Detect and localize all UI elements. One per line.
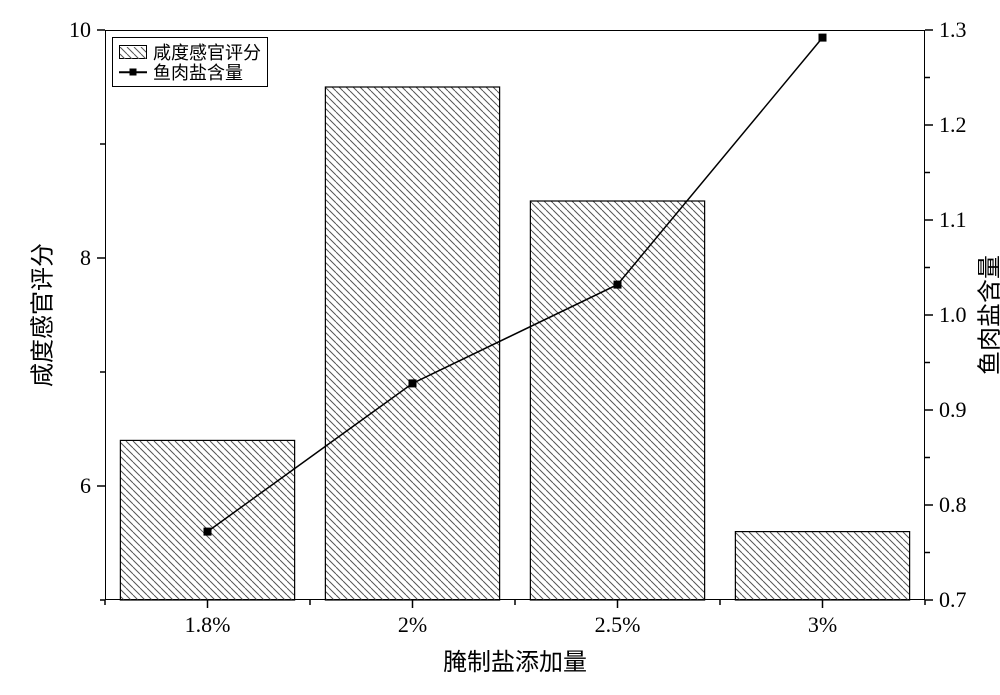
legend-swatch-bar xyxy=(119,45,147,59)
y-left-tick-label: 6 xyxy=(80,473,91,499)
y-right-tick-label: 1.1 xyxy=(939,207,967,233)
y-right-tick-label: 1.0 xyxy=(939,302,967,328)
y-right-tick-label: 1.3 xyxy=(939,17,967,43)
y-right-tick-label: 0.8 xyxy=(939,492,967,518)
y-right-tick-label: 1.2 xyxy=(939,112,967,138)
y-left-tick-label: 8 xyxy=(80,245,91,271)
chart-container: 6 8 10 0.7 0.8 0.9 1.0 1.1 1.2 1.3 1.8% 2% 2.5% 3% 咸度感… xyxy=(0,0,1000,695)
legend-label: 鱼肉盐含量 xyxy=(153,59,243,85)
legend: 咸度感官评分鱼肉盐含量 xyxy=(112,37,268,87)
x-tick-label: 2% xyxy=(398,612,427,638)
legend-swatch-line xyxy=(119,65,147,79)
x-tick-label: 3% xyxy=(808,612,837,638)
legend-item: 鱼肉盐含量 xyxy=(119,62,261,82)
plot-area xyxy=(105,30,925,600)
y-left-title: 咸度感官评分 xyxy=(23,243,58,387)
y-right-tick-label: 0.9 xyxy=(939,397,967,423)
y-right-tick-label: 0.7 xyxy=(939,587,967,613)
y-right-title: 鱼肉盐含量 xyxy=(970,255,1000,375)
x-tick-label: 2.5% xyxy=(595,612,641,638)
y-left-tick-label: 10 xyxy=(69,17,91,43)
x-title: 腌制盐添加量 xyxy=(443,642,587,677)
x-tick-label: 1.8% xyxy=(185,612,231,638)
